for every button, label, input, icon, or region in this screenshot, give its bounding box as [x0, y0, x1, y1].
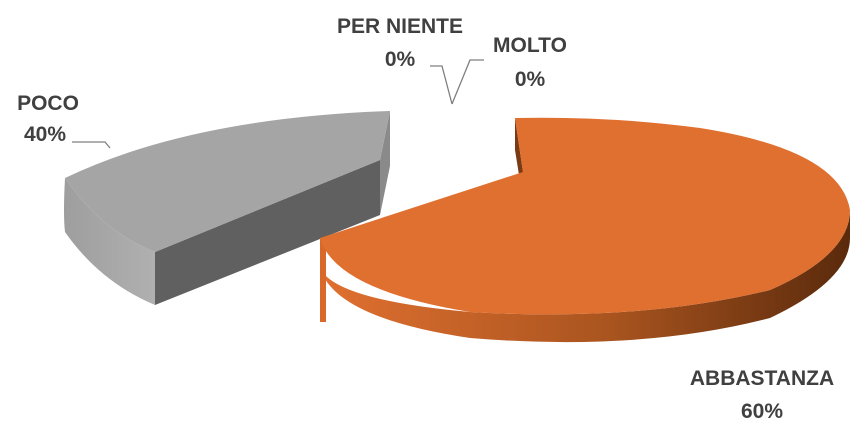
- leader-line-molto: [451, 59, 484, 105]
- leader-lines: [72, 59, 484, 149]
- label-value-molto: 0%: [515, 68, 546, 91]
- slice-poco-side: [64, 178, 155, 305]
- label-value-abbastanza: 60%: [741, 400, 783, 423]
- slice-poco: [64, 111, 390, 305]
- slice-poco-cut-face: [155, 160, 380, 305]
- slice-poco-top: [65, 111, 390, 252]
- slice-abbastanza: [320, 117, 850, 343]
- label-value-poco: 40%: [24, 123, 66, 146]
- slice-poco-inner-face: [380, 111, 390, 215]
- label-value-per-niente: 0%: [385, 48, 416, 71]
- label-category-poco: POCO: [17, 92, 79, 115]
- slice-abbastanza-side: [320, 210, 850, 343]
- label-category-per-niente: PER NIENTE: [337, 15, 463, 38]
- data-labels: PER NIENTE 0% MOLTO 0% POCO 40% ABBASTAN…: [17, 15, 834, 423]
- leader-line-per-niente: [430, 65, 453, 105]
- label-category-molto: MOLTO: [493, 34, 567, 57]
- leader-line-poco: [72, 141, 111, 149]
- slice-abbastanza-top: [320, 117, 850, 315]
- slice-abbastanza-left-edge: [320, 238, 326, 322]
- label-category-abbastanza: ABBASTANZA: [690, 367, 834, 390]
